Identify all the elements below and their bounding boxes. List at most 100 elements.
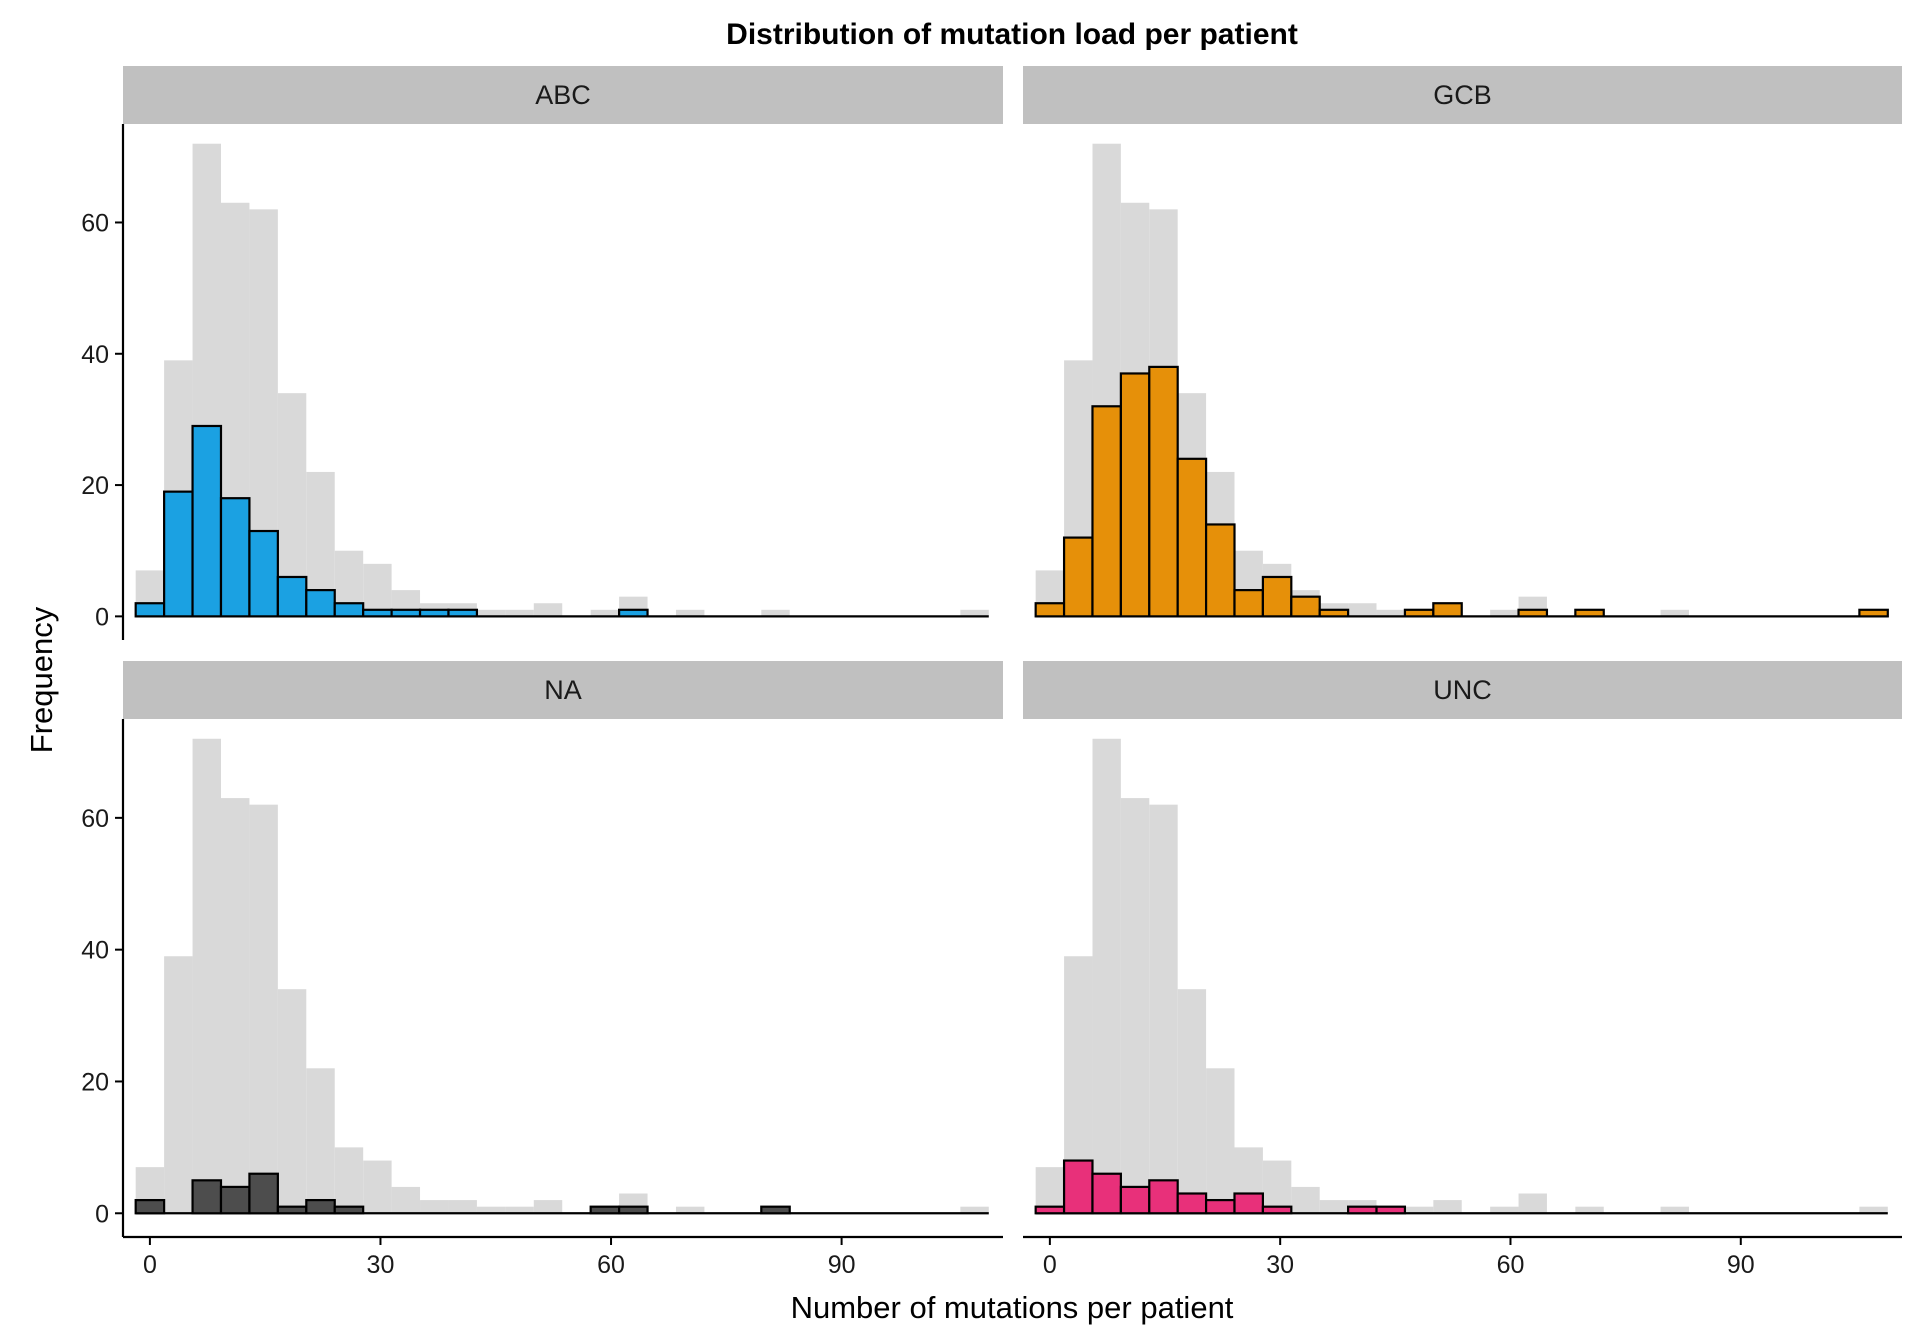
background-bar	[420, 1200, 449, 1214]
histogram-bar	[134, 602, 166, 618]
histogram-bar	[1347, 1205, 1378, 1215]
x-tick-label: 60	[597, 1251, 625, 1279]
histogram-bar	[134, 1198, 166, 1215]
background-bar	[334, 1147, 364, 1214]
histogram-bar	[362, 608, 393, 618]
background-bar	[363, 563, 392, 617]
facet-strip	[123, 661, 1003, 719]
facet-strip	[123, 66, 1003, 124]
background-bar	[306, 1068, 335, 1214]
y-tick-label: 20	[81, 472, 109, 500]
facet-panel-gcb: GCB	[1023, 66, 1902, 618]
background-bar	[675, 609, 705, 617]
facet-strip-label: GCB	[1433, 80, 1492, 110]
histogram-bar	[1204, 1198, 1236, 1215]
histogram-bar	[1233, 1192, 1265, 1215]
histogram-bar	[305, 589, 336, 618]
facet-panel-unc: UNC 0 30 60 90	[1023, 661, 1902, 1279]
histogram-bar	[1261, 575, 1293, 618]
histogram-bar	[618, 608, 649, 618]
background-bar	[505, 1206, 534, 1214]
histogram-bar	[305, 1198, 336, 1215]
facet-strip-label: ABC	[535, 80, 591, 110]
background-bar	[164, 956, 193, 1214]
histogram-bar	[1148, 365, 1179, 618]
histogram-bar	[1318, 608, 1350, 618]
background-bar	[1660, 1206, 1689, 1214]
background-bar	[249, 804, 278, 1214]
histogram-bar	[418, 608, 450, 618]
facets-group: ABC 0 20 40 60 GCB NA 0 20 40 60 0 30 60 90 UNC 0 30 60 90	[81, 66, 1902, 1279]
background-bar	[1660, 609, 1689, 617]
background-bar	[1433, 1200, 1462, 1214]
background-bar	[1348, 603, 1377, 617]
background-bar	[960, 609, 989, 617]
background-bar	[590, 609, 620, 617]
background-bar	[391, 1186, 421, 1214]
histogram-bar	[1091, 405, 1122, 618]
background-bar	[448, 1200, 477, 1214]
y-tick-label: 20	[81, 1068, 109, 1096]
background-bar	[505, 609, 534, 617]
histogram-bar	[248, 1172, 279, 1215]
histogram-bar	[1119, 372, 1151, 618]
x-tick-label: 0	[143, 1251, 157, 1279]
histogram-bar	[447, 608, 479, 618]
histogram-bar	[1062, 536, 1094, 618]
facet-strip-label: UNC	[1433, 675, 1492, 705]
facet-strip-label: NA	[544, 675, 582, 705]
histogram-bar	[1034, 602, 1066, 618]
histogram-bar	[1290, 595, 1321, 618]
background-bar	[1490, 609, 1519, 617]
histogram-bar	[191, 424, 223, 618]
chart-title: Distribution of mutation load per patien…	[726, 18, 1298, 51]
x-tick-label: 60	[1497, 1251, 1525, 1279]
background-bar	[192, 738, 221, 1214]
background-bar	[533, 1200, 563, 1214]
y-tick-label: 0	[95, 603, 109, 631]
x-axis-title: Number of mutations per patient	[791, 1290, 1234, 1325]
histogram-bar	[1034, 1205, 1066, 1215]
histogram-bar	[1403, 608, 1435, 618]
facet-panel-abc: ABC 0 20 40 60	[81, 66, 1003, 640]
y-tick-label: 0	[95, 1200, 109, 1228]
histogram-bar	[276, 1205, 308, 1215]
histogram-bar	[1858, 608, 1889, 618]
histogram-bar	[589, 1205, 621, 1215]
x-tick-label: 0	[1043, 1251, 1057, 1279]
background-bar	[1575, 1206, 1604, 1214]
histogram-bar	[1375, 1205, 1407, 1215]
background-bar	[476, 609, 506, 617]
histogram-bar	[390, 608, 422, 618]
background-bar	[1518, 1193, 1547, 1214]
background-bar	[1490, 1206, 1519, 1214]
histogram-bar	[618, 1205, 649, 1215]
histogram-bar	[1204, 523, 1236, 618]
x-tick-label: 90	[828, 1251, 856, 1279]
y-axis-title: Frequency	[24, 606, 59, 753]
background-bar	[1092, 738, 1121, 1214]
x-tick-label: 90	[1727, 1251, 1755, 1279]
background-bar	[220, 798, 250, 1214]
background-bar	[1319, 1200, 1349, 1214]
background-bar	[960, 1206, 989, 1214]
histogram-bar	[1233, 589, 1265, 618]
histogram-bar	[1432, 602, 1463, 618]
background-bar	[1859, 1206, 1888, 1214]
background-bar	[1177, 989, 1207, 1214]
x-tick-label: 30	[1266, 1251, 1294, 1279]
background-bar	[1206, 1068, 1235, 1214]
background-bar	[476, 1206, 506, 1214]
y-tick-label: 40	[81, 341, 109, 369]
histogram-bar	[1517, 608, 1549, 618]
histogram-bar	[219, 1185, 251, 1215]
histogram-bar	[1176, 457, 1208, 618]
background-bar	[1404, 1206, 1434, 1214]
background-bar	[277, 989, 307, 1214]
background-bar	[1262, 1160, 1292, 1214]
histogram-bar	[1119, 1185, 1151, 1215]
histogram-bar	[1148, 1179, 1179, 1215]
histogram-bar	[333, 602, 365, 618]
y-tick-label: 60	[81, 209, 109, 237]
histogram-bar	[760, 1205, 791, 1215]
